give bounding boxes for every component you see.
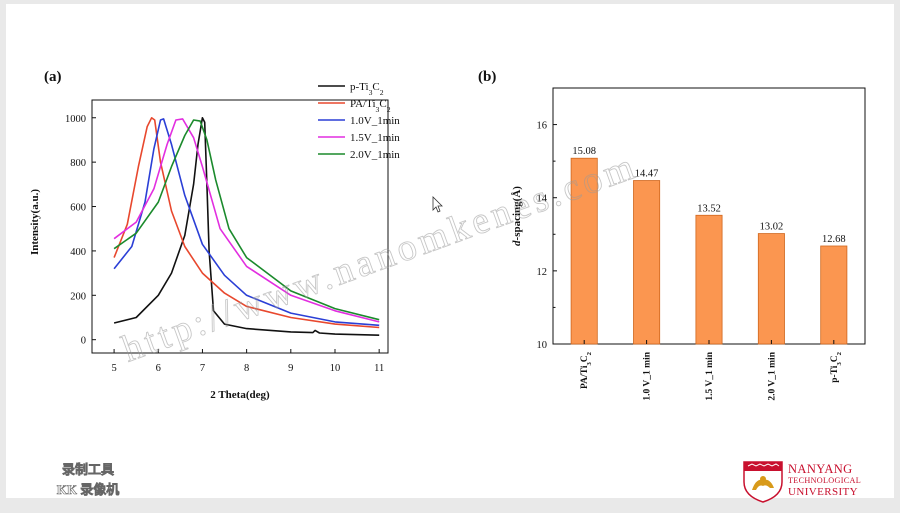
x-tick-label: 10 [330, 363, 341, 374]
series-line-4 [113, 119, 380, 321]
bar-value-label-3: 13.02 [760, 222, 784, 233]
line-chart-frame [91, 99, 389, 354]
logo-line2: TECHNOLOGICAL [788, 476, 861, 485]
bar-chart-panel-b: (b) 10 12 14 16 15.08 PA/Ti3C2 14.47 1.0 V_1 mi… [478, 69, 866, 401]
series-line-3 [113, 118, 380, 323]
legend-label-1: PA/Ti3C2 [350, 98, 391, 114]
bar-1 [633, 180, 661, 345]
crest-icon [743, 461, 783, 503]
slide-sheet [6, 4, 894, 498]
mouse-cursor-icon [432, 196, 443, 213]
series-line-1 [113, 117, 380, 329]
bar-value-label-4: 12.68 [822, 234, 846, 245]
y-tick-label: 0 [81, 336, 86, 347]
logo-line1: NANYANG [788, 462, 853, 476]
recorder-stamp: 录制工具 KK 录像机 [56, 462, 119, 498]
y-tick-label: 400 [70, 247, 86, 258]
y-tick-label: 10 [537, 340, 548, 351]
x-tick-label: 11 [374, 363, 384, 374]
logo-line3: UNIVERSITY [788, 486, 858, 498]
x-tick-label: 5 [111, 363, 116, 374]
x-tick-label: 7 [200, 363, 205, 374]
x-tick-label: 8 [244, 363, 249, 374]
bar-2 [695, 214, 723, 345]
x-category-label-0: PA/Ti3C2 [580, 351, 593, 389]
x-category-label-4: p-Ti3C2 [830, 351, 843, 382]
line-chart-plot-area: 5 6 7 8 9 10 11 0 200 400 600 800 1000 [65, 99, 389, 374]
recorder-stamp-line2: KK 录像机 [57, 482, 119, 497]
bar-value-label-0: 15.08 [572, 146, 596, 157]
y-tick-label: 12 [537, 267, 548, 278]
x-category-label-1: 1.0 V_1 min [643, 351, 653, 400]
legend-label-3: 1.5V_1min [350, 132, 400, 144]
y-tick-label: 14 [537, 194, 548, 205]
x-tick-label: 6 [156, 363, 161, 374]
y-tick-label: 200 [70, 291, 86, 302]
line-chart-panel-a: (a) 5 6 7 8 9 10 11 0 200 400 600 800 1000 p-Ti3C2PA… [29, 69, 400, 401]
y-tick-label: 800 [70, 158, 86, 169]
x-category-label-2: 1.5 V_1 min [705, 351, 715, 400]
x-category-label-3: 2.0 V_1 min [767, 351, 777, 400]
legend-label-4: 2.0V_1min [350, 149, 400, 161]
university-logo: NANYANG TECHNOLOGICAL UNIVERSITY [743, 461, 861, 503]
recorder-stamp-line1: 录制工具 [62, 462, 114, 477]
legend-label-0: p-Ti3C2 [350, 81, 384, 97]
panel-b-label: (b) [478, 69, 496, 85]
y-tick-label: 1000 [65, 114, 86, 125]
y-tick-label: 600 [70, 203, 86, 214]
legend-label-2: 1.0V_1min [350, 115, 400, 127]
bar-4 [820, 245, 848, 345]
bar-0 [570, 157, 598, 345]
bar-chart-plot-area: 10 12 14 16 15.08 PA/Ti3C2 14.47 1.0 V_1 min 13.… [537, 87, 866, 401]
bar-value-label-2: 13.52 [697, 203, 721, 214]
x-tick-label: 9 [288, 363, 293, 374]
panel-a-label: (a) [44, 69, 62, 85]
bar-3 [757, 233, 785, 345]
bar-value-label-1: 14.47 [635, 169, 659, 180]
line-chart-y-axis-label: Intensity(a.u.) [29, 189, 41, 255]
line-chart-x-axis-label: 2 Theta(deg) [210, 389, 270, 401]
bar-chart-y-axis-label: d-spacing(Å) [511, 186, 523, 246]
series-line-0 [113, 117, 380, 336]
series-line-2 [113, 118, 380, 327]
y-tick-label: 16 [537, 121, 548, 132]
